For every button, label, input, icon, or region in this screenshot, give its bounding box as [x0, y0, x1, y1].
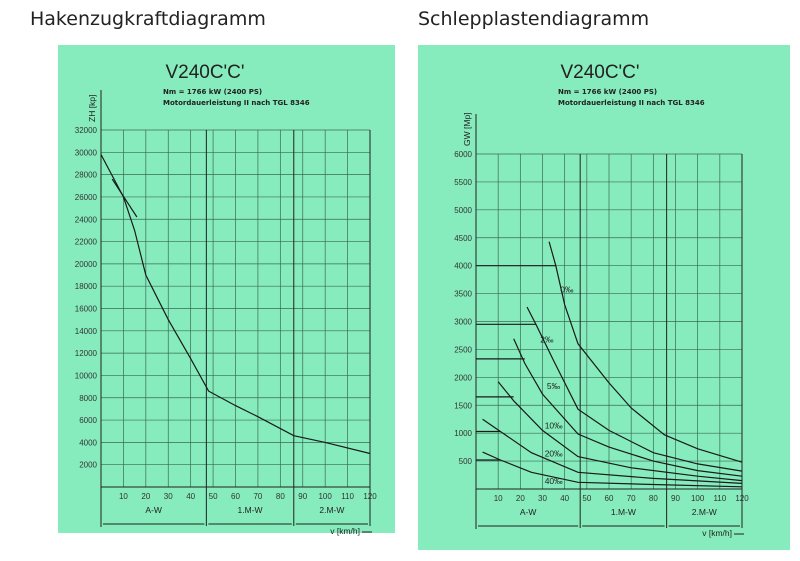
chart2-x-axis-label: v [km/h] [702, 528, 732, 538]
chart2-series-20‰ [482, 418, 743, 484]
chart1-x-tick-label: 50 [209, 492, 218, 501]
chart2-y-tick-label: 500 [459, 457, 473, 466]
chart1-y-tick-label: 26000 [75, 193, 98, 202]
chart2-panel [418, 45, 790, 550]
chart1-subtitle-power: Nm = 1766 kW (2400 PS) [163, 88, 262, 96]
chart2-x-tick-label: 110 [713, 494, 726, 503]
chart1-y-tick-label: 30000 [75, 148, 98, 157]
chart2-y-tick-label: 1000 [454, 429, 472, 438]
chart2-series-0‰ [548, 241, 743, 463]
chart1-title: V240C'C' [165, 62, 244, 83]
chart1-x-tick-label: 40 [186, 492, 195, 501]
chart1-range-label: 2.M-W [319, 505, 344, 515]
chart1-panel [58, 45, 395, 533]
chart2-y-tick-label: 6000 [454, 150, 472, 159]
chart1-y-tick-label: 14000 [75, 327, 98, 336]
chart2-x-tick-label: 10 [494, 494, 503, 503]
chart2-subtitle-power: Nm = 1766 kW (2400 PS) [558, 88, 657, 96]
chart2-x-tick-label: 50 [582, 494, 591, 503]
chart1-range-label: 1.M-W [238, 505, 263, 515]
chart2-series-label: 20‰ [545, 449, 563, 459]
chart1-y-tick-label: 12000 [75, 349, 98, 358]
chart2-y-tick-label: 3000 [454, 318, 472, 327]
chart2-x-tick-label: 30 [538, 494, 547, 503]
chart2-y-tick-label: 2000 [454, 373, 472, 382]
chart2-series-label: 40‰ [545, 476, 563, 486]
chart1-x-tick-label: 30 [164, 492, 173, 501]
chart2-range-label: A-W [520, 507, 537, 517]
chart2-series-40‰ [482, 451, 743, 488]
chart1-x-tick-label: 20 [141, 492, 150, 501]
chart2-series-10‰ [497, 381, 743, 482]
chart1-subtitle-note: Motordauerleistung II nach TGL 8346 [163, 99, 310, 107]
chart1-y-axis-label: ZH [kp] [87, 95, 97, 122]
chart2-range-label: 2.M-W [692, 507, 717, 517]
chart1-x-tick-label: 110 [341, 492, 354, 501]
chart2-range-label: 1.M-W [611, 507, 636, 517]
chart1-x-axis-label: v [km/h] [330, 526, 360, 536]
chart1-y-tick-label: 2000 [79, 461, 97, 470]
chart2-x-tick-label: 80 [649, 494, 658, 503]
chart1-y-tick-label: 16000 [75, 305, 98, 314]
chart1-x-tick-label: 70 [253, 492, 262, 501]
left-page-title: Hakenzugkraftdiagramm [30, 8, 266, 30]
chart2-series-label: 0‰ [560, 284, 574, 294]
chart2-x-tick-label: 100 [691, 494, 705, 503]
chart1-y-tick-label: 4000 [79, 438, 97, 447]
chart1-x-tick-label: 90 [298, 492, 307, 501]
chart1-series-Reibungsgrenze [111, 178, 138, 218]
chart1-y-tick-label: 10000 [75, 371, 98, 380]
chart2-y-tick-label: 4500 [454, 234, 472, 243]
chart1-x-tick-label: 60 [231, 492, 240, 501]
chart1-range-label: A-W [145, 505, 162, 515]
chart2-x-tick-label: 60 [605, 494, 614, 503]
chart2-title: V240C'C' [560, 62, 639, 83]
chart1-y-tick-label: 32000 [75, 126, 98, 135]
chart2-y-tick-label: 4000 [454, 262, 472, 271]
chart2-series-label: 5‰ [547, 381, 561, 391]
chart2-series-5‰ [513, 338, 743, 477]
chart2-y-tick-label: 2500 [454, 345, 472, 354]
chart2-series-label: 2‰ [540, 335, 554, 345]
chart2-y-tick-label: 1500 [454, 401, 472, 410]
chart1-y-tick-label: 20000 [75, 260, 98, 269]
chart2-subtitle-note: Motordauerleistung II nach TGL 8346 [558, 99, 705, 107]
chart1-y-tick-label: 6000 [79, 416, 97, 425]
chart2-y-tick-label: 3500 [454, 290, 472, 299]
chart2-series-label: 10‰ [545, 421, 563, 431]
right-page-title: Schlepplastendiagramm [418, 8, 650, 30]
chart1-y-tick-label: 24000 [75, 215, 98, 224]
chart2-x-tick-label: 90 [671, 494, 680, 503]
chart1-y-tick-label: 22000 [75, 238, 98, 247]
chart1-y-tick-label: 8000 [79, 394, 97, 403]
chart1-y-tick-label: 28000 [75, 171, 98, 180]
chart1-y-tick-label: 18000 [75, 282, 98, 291]
chart2-y-tick-label: 5500 [454, 178, 472, 187]
chart2-x-tick-label: 40 [560, 494, 569, 503]
chart1-x-tick-label: 10 [119, 492, 128, 501]
chart1-x-tick-label: 80 [276, 492, 285, 501]
chart2-y-axis-label: GW [Mp] [462, 112, 472, 146]
chart1-series-Zugkraft [100, 154, 371, 455]
chart2-x-tick-label: 70 [627, 494, 636, 503]
chart2-y-tick-label: 5000 [454, 206, 472, 215]
chart2-series-2‰ [526, 306, 743, 472]
chart1-x-tick-label: 100 [318, 492, 332, 501]
chart2-x-tick-label: 20 [516, 494, 525, 503]
